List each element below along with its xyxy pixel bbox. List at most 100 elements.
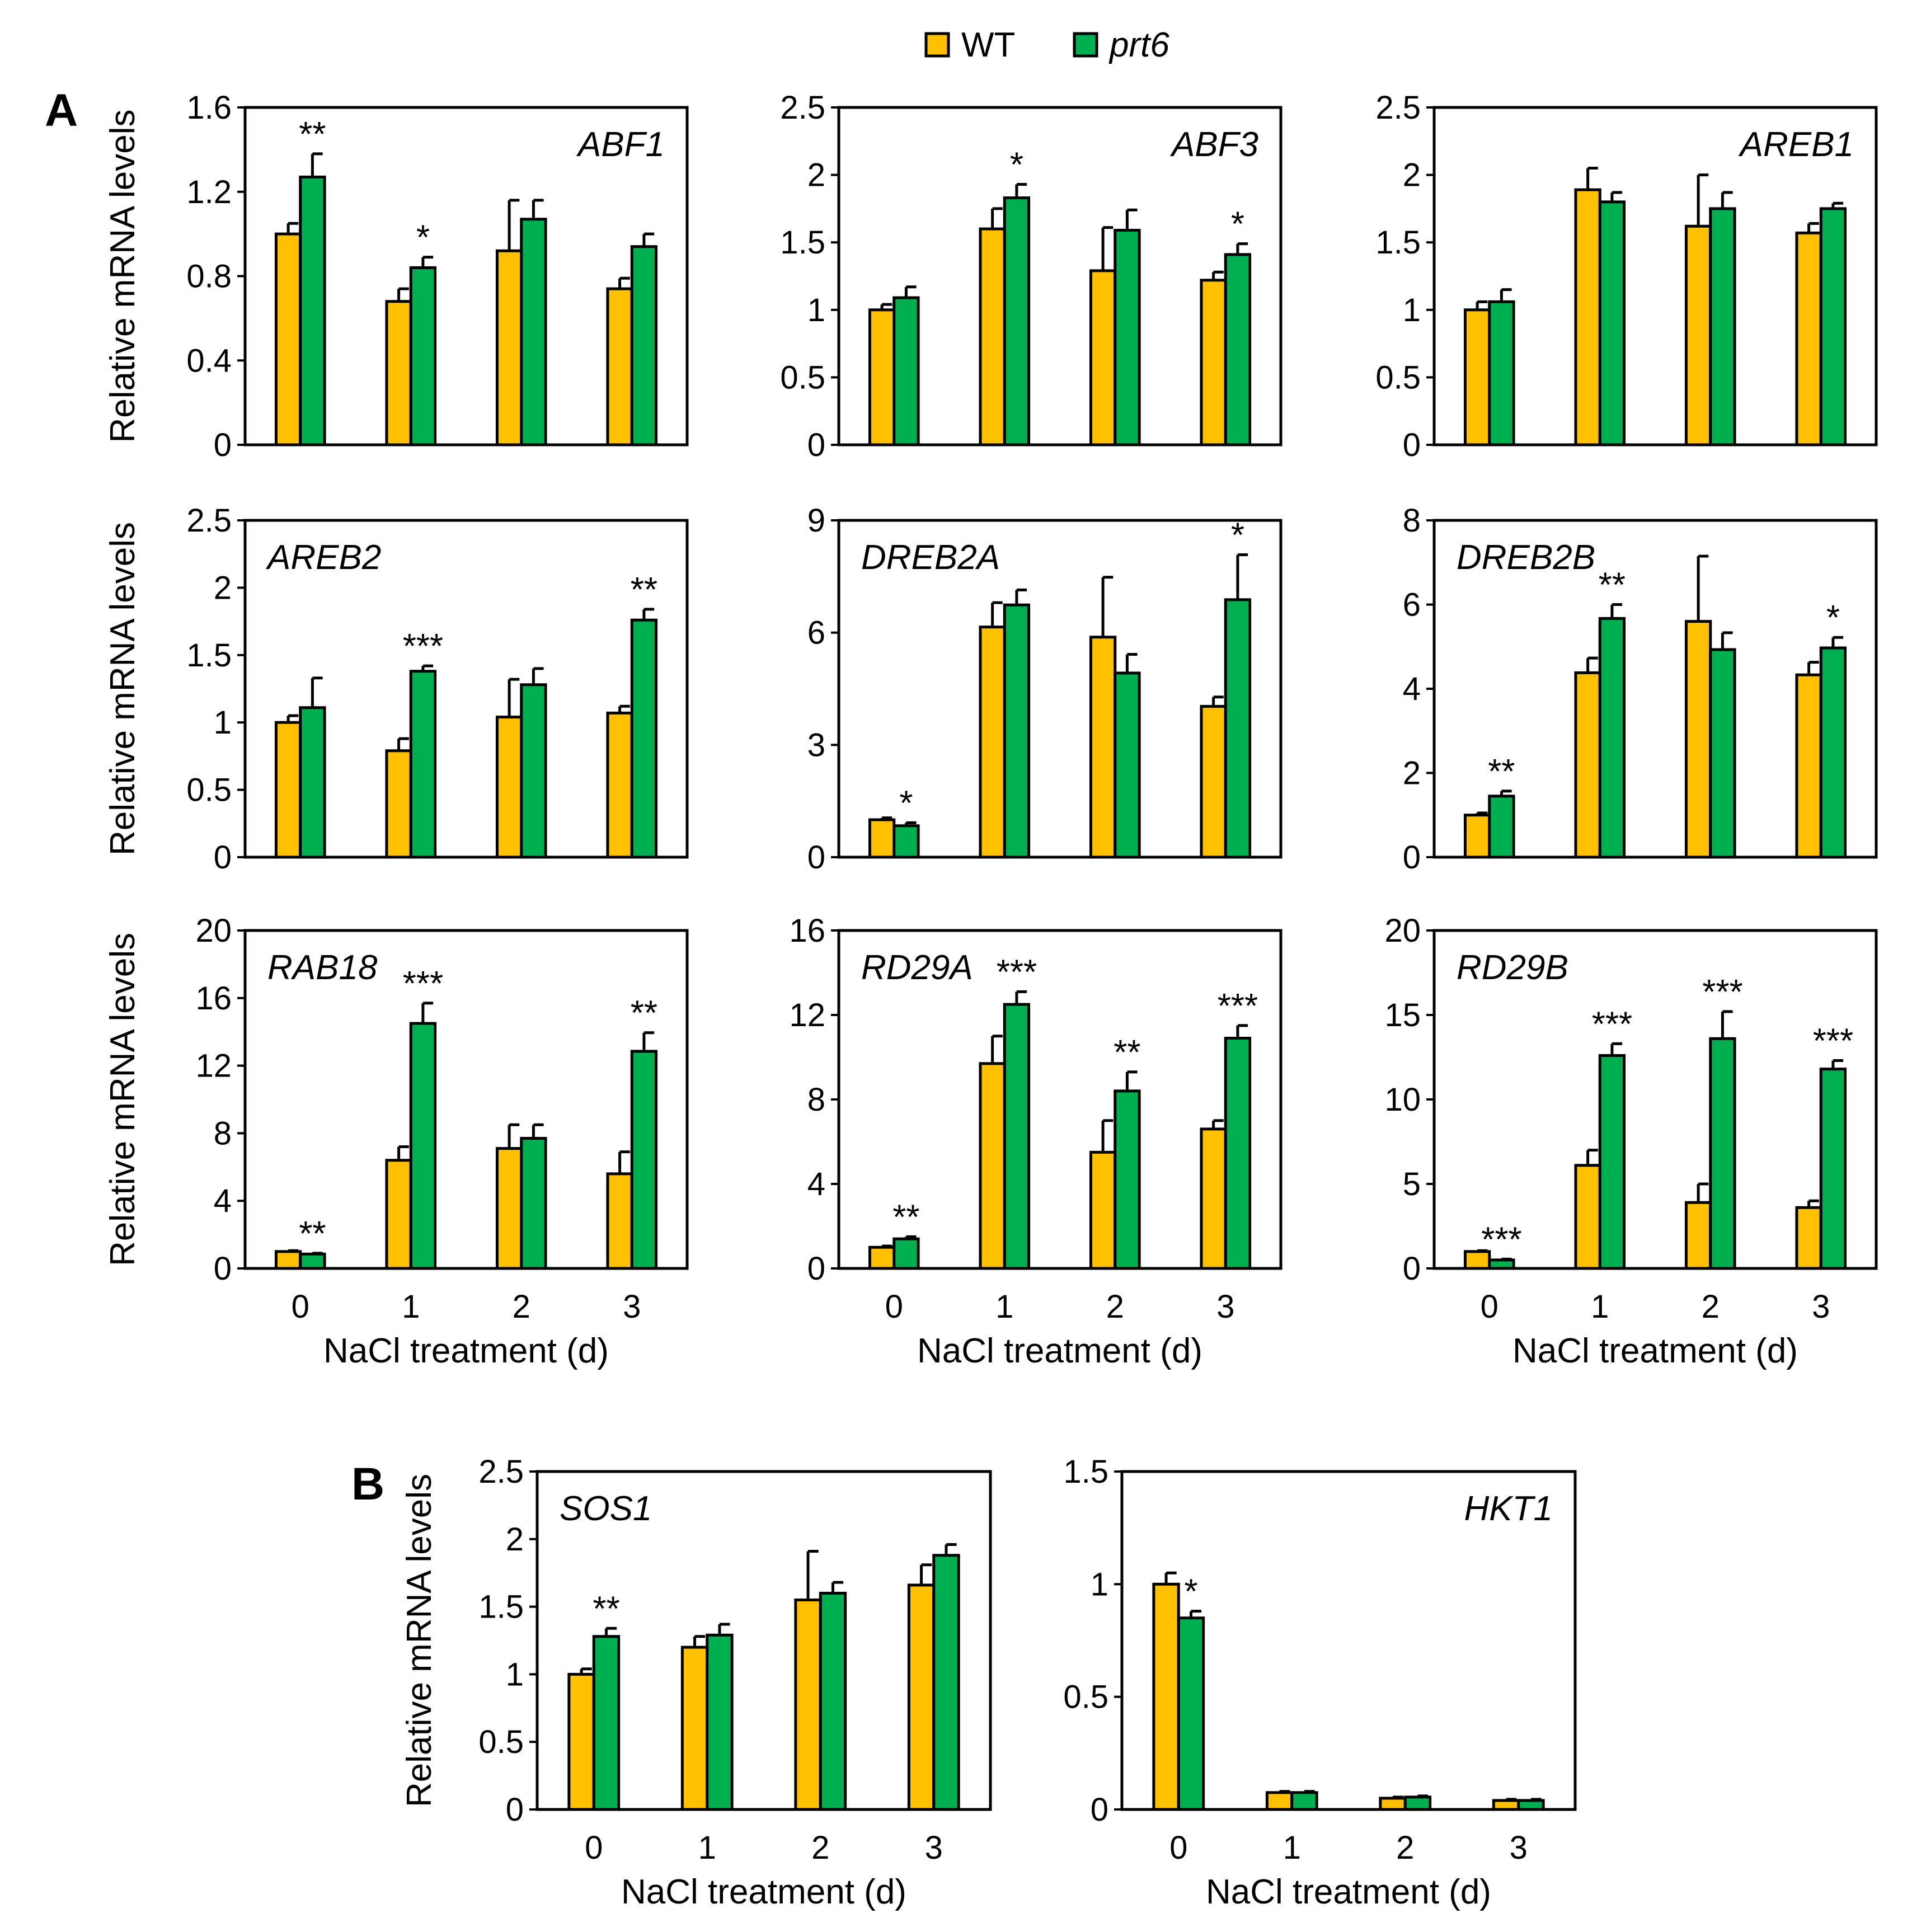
x-axis-label: NaCl treatment (d) xyxy=(323,1332,609,1370)
y-tick-label: 1.6 xyxy=(186,90,232,126)
y-tick-label: 0 xyxy=(807,1251,825,1287)
bar-prt6 xyxy=(409,266,437,446)
bar-wt xyxy=(1574,671,1601,859)
significance-mark: * xyxy=(1826,599,1840,637)
y-tick-label: 4 xyxy=(214,1183,232,1219)
bar-prt6 xyxy=(1114,1089,1141,1270)
y-tick-label: 16 xyxy=(195,980,232,1017)
y-tick-label: 1 xyxy=(807,292,825,328)
x-tick-label: 2 xyxy=(1396,1830,1414,1866)
x-tick-label: 0 xyxy=(1481,1289,1498,1325)
bar-prt6 xyxy=(819,1591,847,1811)
y-tick-label: 6 xyxy=(1403,587,1421,623)
bar-wt xyxy=(1200,704,1227,859)
bar-prt6 xyxy=(520,683,547,859)
x-tick-label: 3 xyxy=(1812,1289,1830,1325)
y-tick-label: 12 xyxy=(195,1048,232,1084)
bar-wt xyxy=(385,749,412,859)
bar-prt6 xyxy=(1819,646,1847,859)
y-tick-label: 0 xyxy=(1403,1251,1421,1287)
y-tick-label: 8 xyxy=(807,1082,825,1118)
bar-wt xyxy=(1795,231,1822,446)
y-tick-label: 0.5 xyxy=(1375,359,1421,396)
bar-prt6 xyxy=(299,175,326,446)
bar-wt xyxy=(567,1672,595,1811)
significance-mark: ** xyxy=(631,994,657,1033)
bar-wt xyxy=(868,1245,896,1270)
bar-wt xyxy=(1574,188,1601,446)
bar-wt xyxy=(1089,636,1117,859)
chart-rd29a: 0 4 8 12 16 ** 0 *** 1 ** 2 *** 3 RD29A NaCl treatment… xyxy=(789,913,1283,1370)
bar-prt6 xyxy=(1488,300,1515,446)
bar-wt xyxy=(1463,308,1491,446)
chart-title: HKT1 xyxy=(1464,1489,1553,1528)
y-tick-label: 2 xyxy=(506,1521,524,1558)
bar-wt xyxy=(979,227,1006,446)
y-tick-label: 1.5 xyxy=(478,1589,524,1625)
bar-prt6 xyxy=(299,706,326,859)
significance-mark: ** xyxy=(892,1198,919,1237)
legend-label-wt: WT xyxy=(961,26,1015,64)
significance-mark: * xyxy=(1231,205,1244,244)
significance-mark: *** xyxy=(1813,1022,1853,1061)
bar-wt xyxy=(868,308,896,446)
significance-mark: * xyxy=(416,219,430,257)
bar-wt xyxy=(794,1599,822,1811)
bar-prt6 xyxy=(1709,1037,1736,1270)
significance-mark: *** xyxy=(1702,973,1742,1012)
bar-wt xyxy=(1089,269,1117,446)
y-tick-label: 0 xyxy=(214,839,232,876)
bar-wt xyxy=(1265,1791,1294,1811)
y-tick-label: 15 xyxy=(1384,997,1421,1033)
bar-wt xyxy=(274,721,302,859)
x-axis-label: NaCl treatment (d) xyxy=(1206,1873,1491,1911)
x-tick-label: 3 xyxy=(1510,1830,1528,1866)
plot-frame xyxy=(243,519,689,859)
y-tick-label: 2.5 xyxy=(478,1454,524,1490)
plot-frame xyxy=(535,1470,992,1811)
bar-prt6 xyxy=(1003,1003,1031,1270)
y-tick-label: 2.5 xyxy=(780,90,825,126)
significance-mark: ** xyxy=(631,571,657,609)
x-tick-label: 2 xyxy=(513,1289,530,1325)
bar-wt xyxy=(1152,1582,1180,1811)
y-axis-label: Relative mRNA levels xyxy=(104,933,142,1266)
y-tick-label: 1 xyxy=(214,704,232,741)
legend-swatch-wt xyxy=(924,32,950,58)
bar-wt xyxy=(979,626,1006,859)
significance-mark: *** xyxy=(1218,987,1258,1026)
y-tick-label: 0.4 xyxy=(186,342,232,379)
plot-frame xyxy=(837,106,1283,446)
bar-wt xyxy=(495,716,523,859)
legend-label-prt6: prt6 xyxy=(1108,26,1169,64)
bar-wt xyxy=(979,1062,1006,1270)
y-tick-label: 5 xyxy=(1403,1166,1421,1202)
x-tick-label: 3 xyxy=(1216,1289,1234,1325)
chart-title: RD29B xyxy=(1457,948,1568,987)
chart-title: AREB2 xyxy=(265,538,381,577)
bar-wt xyxy=(385,300,412,446)
y-tick-label: 3 xyxy=(807,727,825,763)
plot-frame xyxy=(1432,929,1878,1270)
y-tick-label: 1 xyxy=(506,1656,524,1693)
plot-frame xyxy=(1432,106,1878,446)
y-tick-label: 20 xyxy=(195,913,232,949)
significance-mark: ** xyxy=(593,1590,619,1628)
y-tick-label: 1 xyxy=(1091,1566,1108,1602)
bar-wt xyxy=(495,1147,523,1270)
y-tick-label: 0 xyxy=(1403,427,1421,463)
x-tick-label: 0 xyxy=(585,1830,603,1866)
x-axis-label: NaCl treatment (d) xyxy=(621,1873,906,1911)
y-tick-label: 2.5 xyxy=(186,502,232,539)
bar-prt6 xyxy=(1114,671,1141,859)
plot-frame xyxy=(1432,519,1878,859)
x-tick-label: 1 xyxy=(995,1289,1013,1325)
y-tick-label: 0 xyxy=(214,1251,232,1287)
bar-wt xyxy=(606,1172,633,1270)
y-tick-label: 2 xyxy=(214,570,232,606)
y-tick-label: 1 xyxy=(1403,292,1421,328)
bar-prt6 xyxy=(630,618,658,859)
y-tick-label: 1.5 xyxy=(780,224,825,261)
chart-sos1: 0 0.5 1 1.5 2 2.5 ** 0 1 2 3 SOS1 Relative mRNA leve… xyxy=(400,1454,992,1911)
